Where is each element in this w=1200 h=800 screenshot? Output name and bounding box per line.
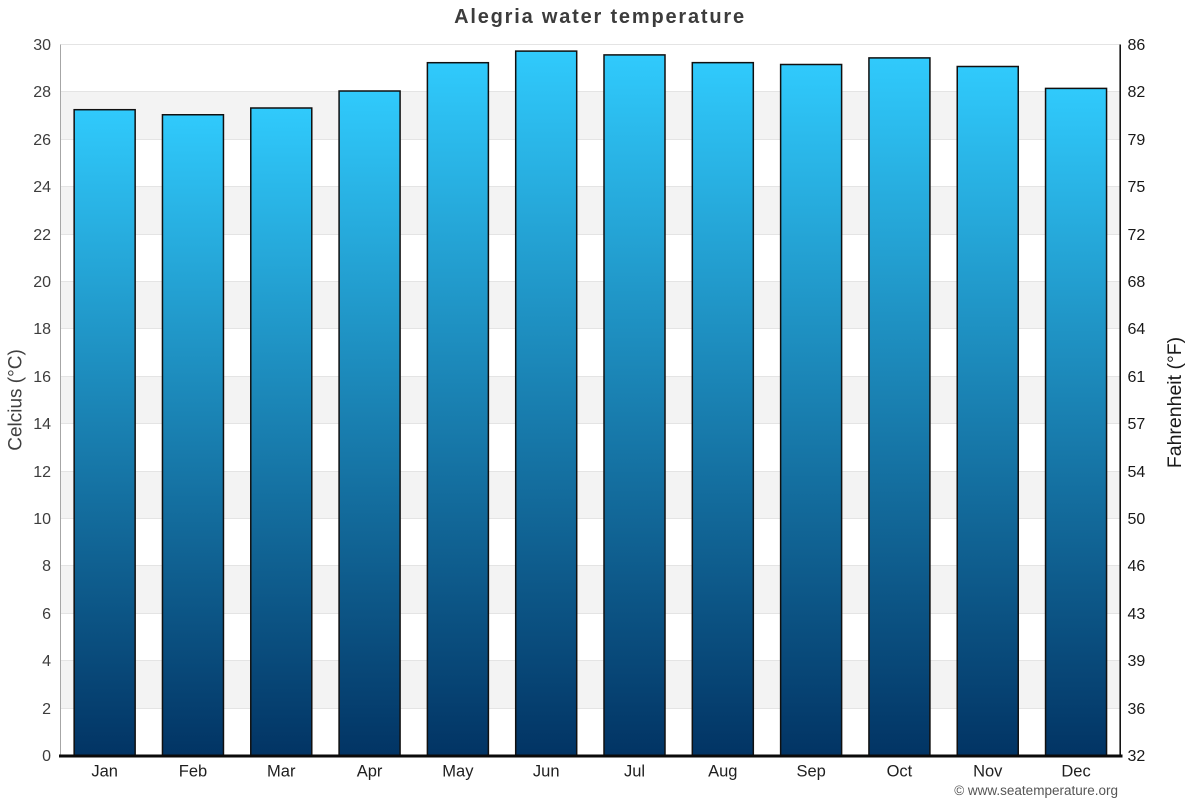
svg-text:Jul: Jul	[624, 762, 645, 780]
svg-text:46: 46	[1128, 558, 1146, 575]
svg-text:May: May	[442, 762, 474, 780]
svg-text:22: 22	[33, 227, 51, 244]
svg-text:Mar: Mar	[267, 762, 296, 780]
svg-text:82: 82	[1128, 84, 1146, 101]
svg-text:54: 54	[1128, 464, 1146, 481]
svg-text:57: 57	[1128, 416, 1146, 433]
svg-text:Feb: Feb	[179, 762, 207, 780]
svg-text:86: 86	[1128, 37, 1146, 54]
svg-text:30: 30	[33, 37, 51, 54]
svg-text:18: 18	[33, 321, 51, 338]
svg-text:24: 24	[33, 179, 51, 196]
svg-text:Jun: Jun	[533, 762, 560, 780]
svg-text:Dec: Dec	[1061, 762, 1090, 780]
svg-text:16: 16	[33, 369, 51, 386]
svg-text:Alegria water temperature: Alegria water temperature	[454, 6, 746, 28]
svg-text:32: 32	[1128, 748, 1146, 765]
svg-text:Celcius (°C): Celcius (°C)	[6, 349, 27, 451]
svg-text:20: 20	[33, 274, 51, 291]
svg-text:43: 43	[1128, 606, 1146, 623]
svg-text:Aug: Aug	[708, 762, 737, 780]
svg-text:8: 8	[42, 558, 51, 575]
svg-text:Nov: Nov	[973, 762, 1003, 780]
svg-text:0: 0	[42, 748, 51, 765]
svg-text:61: 61	[1128, 369, 1146, 386]
svg-text:Fahrenheit (°F): Fahrenheit (°F)	[1164, 337, 1186, 468]
svg-text:14: 14	[33, 416, 51, 433]
svg-text:79: 79	[1128, 132, 1146, 149]
svg-text:39: 39	[1128, 653, 1146, 670]
svg-text:72: 72	[1128, 227, 1146, 244]
svg-text:Oct: Oct	[887, 762, 913, 780]
svg-text:50: 50	[1128, 511, 1146, 528]
svg-text:12: 12	[33, 464, 51, 481]
svg-text:4: 4	[42, 653, 51, 670]
svg-text:75: 75	[1128, 179, 1146, 196]
svg-text:36: 36	[1128, 701, 1146, 718]
svg-text:2: 2	[42, 701, 51, 718]
svg-text:10: 10	[33, 511, 51, 528]
svg-text:© www.seatemperature.org: © www.seatemperature.org	[954, 783, 1118, 798]
svg-text:Jan: Jan	[91, 762, 118, 780]
svg-text:28: 28	[33, 84, 51, 101]
svg-text:26: 26	[33, 132, 51, 149]
svg-text:64: 64	[1128, 321, 1146, 338]
svg-text:6: 6	[42, 606, 51, 623]
svg-text:Sep: Sep	[796, 762, 825, 780]
svg-text:68: 68	[1128, 274, 1146, 291]
svg-text:Apr: Apr	[357, 762, 383, 780]
